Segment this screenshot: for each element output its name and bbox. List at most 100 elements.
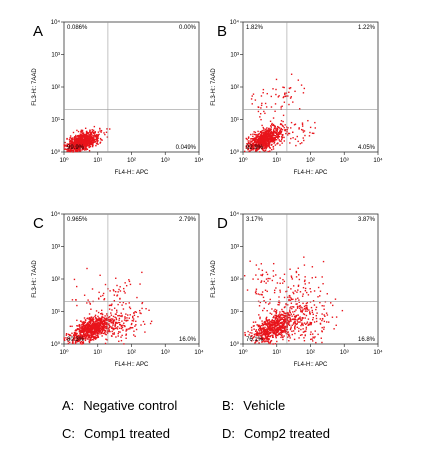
data-point bbox=[113, 333, 115, 335]
data-point bbox=[309, 313, 311, 315]
data-point bbox=[102, 324, 104, 327]
data-point bbox=[67, 340, 69, 343]
panel-letter: D bbox=[217, 215, 228, 232]
data-point bbox=[272, 139, 274, 142]
data-point bbox=[307, 324, 309, 327]
data-point bbox=[91, 130, 94, 133]
data-point bbox=[275, 324, 278, 326]
data-point bbox=[296, 291, 298, 293]
data-point bbox=[250, 148, 252, 151]
data-point bbox=[254, 321, 257, 323]
data-point bbox=[259, 337, 261, 340]
data-point bbox=[294, 322, 296, 325]
data-point bbox=[290, 313, 292, 315]
data-point bbox=[266, 335, 269, 338]
data-point bbox=[90, 333, 93, 335]
data-point bbox=[266, 92, 268, 95]
data-point bbox=[91, 330, 94, 333]
data-point bbox=[87, 326, 89, 328]
data-point bbox=[89, 131, 91, 133]
x-tick-label: 10⁰ bbox=[238, 349, 248, 356]
data-point bbox=[79, 335, 82, 337]
data-point bbox=[322, 260, 325, 263]
data-point bbox=[263, 331, 265, 333]
data-point bbox=[269, 335, 272, 337]
data-point bbox=[279, 129, 281, 131]
data-point bbox=[262, 88, 265, 91]
data-point bbox=[132, 318, 135, 320]
data-point bbox=[267, 277, 269, 280]
data-point bbox=[278, 333, 281, 335]
data-point bbox=[99, 331, 101, 333]
data-point bbox=[289, 311, 292, 314]
data-point bbox=[83, 149, 86, 151]
data-point bbox=[314, 330, 316, 332]
data-point bbox=[314, 336, 316, 338]
data-point bbox=[306, 306, 308, 309]
data-point bbox=[263, 138, 265, 140]
data-point bbox=[83, 144, 85, 147]
data-point bbox=[105, 321, 107, 323]
panel-letter: C bbox=[33, 215, 44, 232]
data-point bbox=[69, 144, 71, 147]
data-point bbox=[256, 324, 258, 326]
data-point bbox=[258, 314, 260, 316]
data-point bbox=[67, 333, 70, 336]
data-point bbox=[93, 323, 95, 326]
data-point bbox=[274, 311, 277, 313]
data-point bbox=[78, 145, 80, 148]
data-point bbox=[305, 302, 308, 305]
data-point bbox=[301, 123, 304, 126]
data-point bbox=[118, 288, 120, 291]
data-point bbox=[263, 150, 265, 152]
data-point bbox=[106, 339, 108, 341]
data-point bbox=[255, 339, 257, 341]
data-point bbox=[274, 343, 277, 345]
data-point bbox=[264, 340, 267, 342]
data-point bbox=[80, 137, 82, 139]
data-point bbox=[289, 97, 292, 99]
data-point bbox=[284, 331, 286, 334]
data-point bbox=[321, 319, 323, 322]
data-point bbox=[259, 145, 261, 147]
data-point bbox=[273, 127, 276, 130]
data-point bbox=[88, 146, 90, 149]
data-point bbox=[288, 316, 290, 319]
data-point bbox=[258, 268, 260, 270]
data-point bbox=[255, 329, 258, 331]
data-point bbox=[276, 322, 278, 325]
quadrant-lower-left-label: 92.9% bbox=[246, 145, 264, 151]
data-point bbox=[97, 325, 99, 327]
data-point bbox=[98, 328, 100, 330]
data-point bbox=[309, 311, 311, 313]
data-point bbox=[259, 144, 261, 146]
data-point bbox=[250, 133, 252, 136]
data-point bbox=[79, 333, 81, 335]
data-point bbox=[93, 139, 95, 142]
data-point bbox=[267, 322, 270, 324]
data-point bbox=[297, 289, 299, 291]
y-tick-label: 10⁴ bbox=[51, 211, 61, 218]
data-point bbox=[275, 331, 278, 333]
data-point bbox=[103, 325, 105, 328]
data-point bbox=[91, 139, 94, 142]
data-point bbox=[297, 318, 300, 320]
data-point bbox=[255, 138, 257, 141]
data-point bbox=[256, 144, 259, 146]
data-point bbox=[290, 96, 292, 98]
data-point bbox=[76, 304, 78, 307]
data-point bbox=[252, 135, 254, 138]
data-point bbox=[118, 322, 121, 324]
data-point bbox=[274, 317, 276, 319]
data-point bbox=[83, 328, 85, 331]
data-point bbox=[271, 132, 274, 135]
data-point bbox=[91, 325, 93, 327]
data-point bbox=[244, 275, 246, 277]
data-point bbox=[276, 340, 278, 343]
data-point bbox=[269, 328, 272, 331]
data-point bbox=[264, 337, 266, 340]
x-tick-label: 10⁰ bbox=[238, 157, 248, 164]
data-point bbox=[68, 138, 71, 141]
data-point bbox=[297, 306, 299, 309]
